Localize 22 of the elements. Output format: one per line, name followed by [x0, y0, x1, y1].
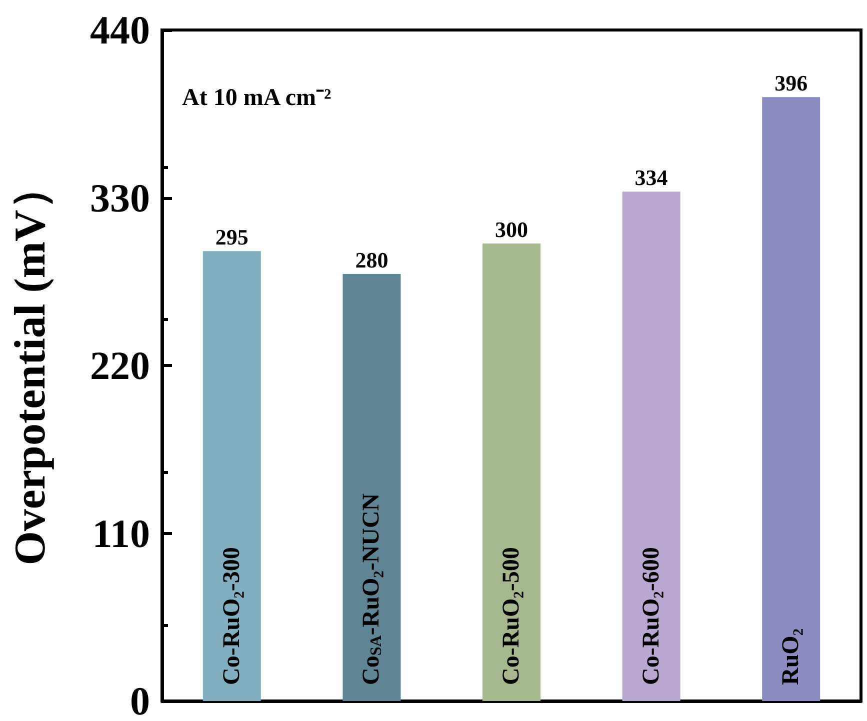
data-label: 295: [215, 224, 248, 250]
bar: [762, 97, 820, 701]
bar: [202, 251, 261, 701]
annotation: At 10 mA cm⁻²: [182, 85, 332, 111]
bar: [482, 244, 540, 701]
data-label: 280: [355, 248, 388, 272]
x-tick-label: Co-RuO₂-600: [638, 547, 664, 685]
y-tick-label: 440: [90, 8, 150, 52]
data-label: 396: [774, 70, 808, 96]
x-tick-label: Co-RuO₂-500: [498, 547, 524, 685]
data-label: 334: [634, 165, 668, 190]
y-tick-label: 0: [130, 678, 150, 721]
x-tick-label: CoSA-RuO₂-NUCN: [358, 492, 386, 685]
y-tick-label: 220: [90, 343, 150, 388]
y-tick-label: 110: [92, 510, 150, 556]
y-tick-label: 330: [90, 175, 150, 220]
data-label: 300: [495, 217, 528, 242]
y-axis-title: Overpotential (mV）: [6, 166, 54, 566]
x-tick-label: Co-RuO₂-300: [218, 547, 245, 685]
bar: [622, 192, 680, 701]
bar: [342, 274, 401, 701]
x-tick-label: RuO₂: [778, 628, 804, 685]
